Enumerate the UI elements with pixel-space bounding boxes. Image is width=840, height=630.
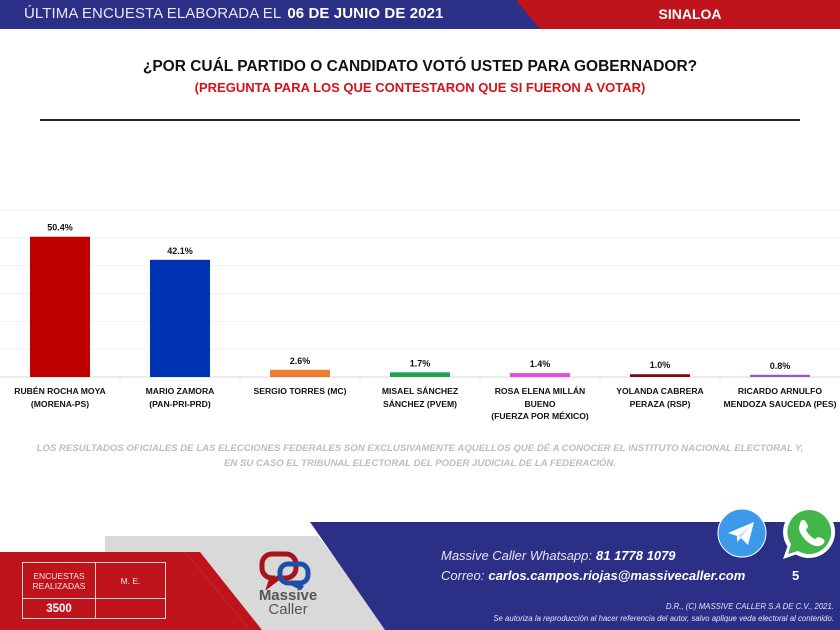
category-label-line: (MORENA-PS) xyxy=(30,398,90,409)
category-label: YOLANDA CABRERA PERAZA (RSP) xyxy=(601,385,719,410)
chart-bars xyxy=(30,236,810,377)
question-subtitle: (PREGUNTA PARA LOS QUE CONTESTARON QUE S… xyxy=(194,80,646,95)
disclaimer-line-1: LOS RESULTADOS OFICIALES DE LAS ELECCION… xyxy=(36,443,804,454)
page-number: 5 xyxy=(792,568,800,583)
survey-stats-table: ENCUESTAS REALIZADAS M. E. 3500 xyxy=(22,562,166,619)
chart-gridlines xyxy=(0,209,840,378)
category-label-line: MISAEL SÁNCHEZ xyxy=(381,386,459,396)
bar-chart: 50.4% 42.1% 2.6% 1.7% 1.4% 1.0% 0.8% xyxy=(0,209,840,380)
category-label-line: SERGIO TORRES (MC) xyxy=(253,386,347,396)
disclaimer-line-2: EN SU CASO EL TRIBUNAL ELECTORAL DEL POD… xyxy=(224,458,616,469)
whatsapp-label: Massive Caller Whatsapp: xyxy=(441,548,592,563)
bar-value-label: 0.8% xyxy=(770,361,791,371)
chart-data-labels: 50.4% 42.1% 2.6% 1.7% 1.4% 1.0% 0.8% xyxy=(47,223,790,371)
chart-x-axis xyxy=(119,377,721,380)
bar-value-label: 1.4% xyxy=(530,359,551,369)
bar xyxy=(510,373,570,377)
category-label: SERGIO TORRES (MC) xyxy=(241,385,359,398)
header-band: ÚLTIMA ENCUESTA ELABORADA EL 06 DE JUNIO … xyxy=(0,0,840,29)
category-label-line: YOLANDA CABRERA xyxy=(616,386,704,396)
state-name: SINALOA xyxy=(658,6,722,22)
whatsapp-icon[interactable] xyxy=(779,503,839,563)
category-label-line: RUBÉN ROCHA MOYA xyxy=(14,386,106,396)
logo-text-massive: Massive xyxy=(258,587,318,604)
bar xyxy=(390,372,450,377)
category-label: MARIO ZAMORA (PAN-PRI-PRD) xyxy=(121,385,239,410)
category-label-line: MENDOZA SAUCEDA (PES) xyxy=(723,398,837,409)
survey-date-line: ÚLTIMA ENCUESTA ELABORADA EL 06 DE JUNIO … xyxy=(24,5,443,22)
telegram-icon[interactable] xyxy=(717,508,767,558)
question-title: ¿POR CUÁL PARTIDO O CANDIDATO VOTÓ USTED… xyxy=(142,58,698,75)
bar-value-label: 1.0% xyxy=(650,360,671,370)
margin-error-value xyxy=(95,598,166,619)
email-address[interactable]: carlos.campos.riojas@massivecaller.com xyxy=(488,568,746,583)
category-label: MISAEL SÁNCHEZ SÁNCHEZ (PVEM) xyxy=(361,385,479,410)
category-label: RICARDO ARNULFO MENDOZA SAUCEDA (PES) xyxy=(721,385,839,410)
category-label-line: SÁNCHEZ (PVEM) xyxy=(382,398,457,409)
bar xyxy=(270,369,330,377)
category-label-line: ROSA ELENA MILLÁN xyxy=(494,386,586,396)
category-label-line: MARIO ZAMORA xyxy=(145,386,215,396)
category-label-line: RICARDO ARNULFO xyxy=(737,386,823,396)
footer: ENCUESTAS REALIZADAS M. E. 3500 Massive … xyxy=(0,520,840,630)
massive-caller-logo: Massive Caller xyxy=(258,550,338,630)
bar xyxy=(630,374,690,377)
category-label: RUBÉN ROCHA MOYA (MORENA-PS) xyxy=(1,385,119,410)
category-label: ROSA ELENA MILLÁN BUENO (FUERZA POR MÉXICO… xyxy=(481,385,599,423)
margin-error-label: M. E. xyxy=(95,562,166,599)
whatsapp-number[interactable]: 81 1778 1079 xyxy=(596,548,676,563)
email-label: Correo: xyxy=(441,568,485,583)
bar-value-label: 1.7% xyxy=(410,358,431,368)
category-label-line: (FUERZA POR MÉXICO) xyxy=(491,411,589,421)
bar xyxy=(750,374,810,377)
title-divider xyxy=(40,119,800,121)
bar-value-label: 2.6% xyxy=(290,356,311,366)
survey-date-label: ÚLTIMA ENCUESTA ELABORADA EL xyxy=(24,5,282,22)
header-background xyxy=(0,0,840,29)
reproduction-notice: Se autoriza la reproducción al hacer ref… xyxy=(493,614,834,623)
whatsapp-contact: Massive Caller Whatsapp: 81 1778 1079 xyxy=(441,548,676,563)
surveys-label: ENCUESTAS REALIZADAS xyxy=(22,562,96,599)
email-contact: Correo: carlos.campos.riojas@massivecalle… xyxy=(441,568,745,583)
bar-value-label: 42.1% xyxy=(167,246,193,256)
logo-bubbles-icon xyxy=(259,551,311,591)
category-label-line: BUENO xyxy=(524,398,556,409)
category-label-line: (PAN-PRI-PRD) xyxy=(149,398,211,409)
bar-value-label: 50.4% xyxy=(47,223,73,233)
logo-text-caller: Caller xyxy=(268,601,308,618)
survey-date: 06 DE JUNIO DE 2021 xyxy=(287,5,444,22)
legal-disclaimer: LOS RESULTADOS OFICIALES DE LAS ELECCION… xyxy=(0,441,840,471)
bar xyxy=(30,236,90,377)
category-label-line: PERAZA (RSP) xyxy=(629,398,691,409)
bar xyxy=(150,259,210,377)
copyright: D.R., (C) MASSIVE CALLER S.A DE C.V., 20… xyxy=(665,602,834,611)
surveys-value: 3500 xyxy=(22,598,96,619)
